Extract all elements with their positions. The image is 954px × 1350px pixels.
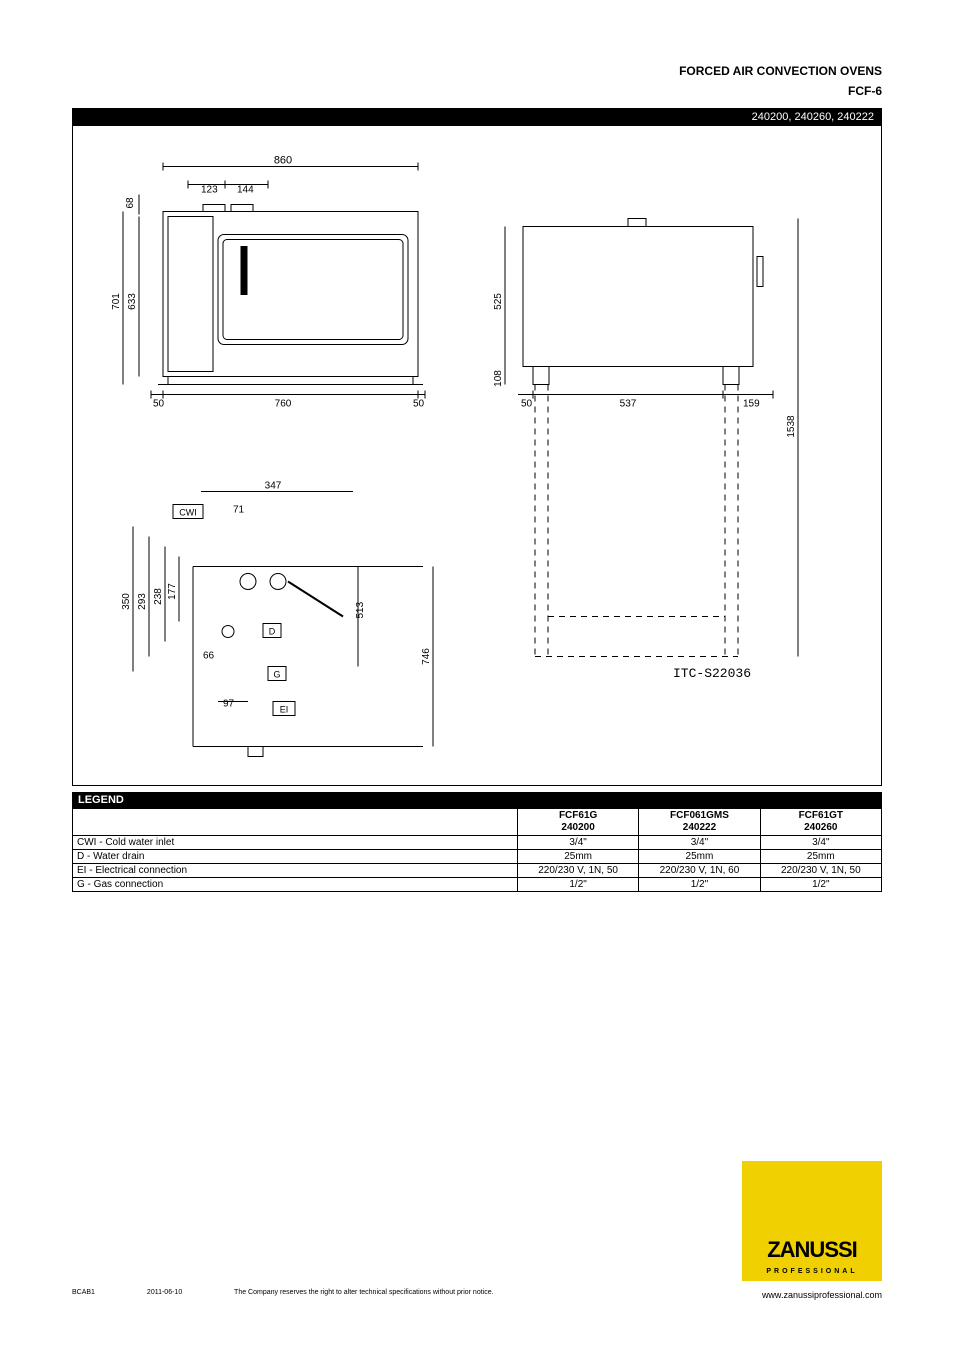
svg-text:350: 350	[121, 593, 132, 610]
svg-text:50: 50	[413, 399, 425, 410]
header: FORCED AIR CONVECTION OVENS FCF-6	[72, 64, 882, 98]
svg-text:537: 537	[620, 399, 637, 410]
svg-text:633: 633	[127, 293, 138, 310]
svg-text:293: 293	[137, 593, 148, 610]
footer-date: 2011-06-10	[147, 1289, 182, 1296]
svg-text:123: 123	[201, 185, 218, 196]
legend-col-1: FCF061GMS240222	[639, 809, 760, 836]
legend-table: FCF61G240200 FCF061GMS240222 FCF61GT2402…	[72, 808, 882, 892]
technical-drawing: 860 123 144 68 701 633	[73, 126, 881, 785]
brand-subline: PROFESSIONAL	[742, 1268, 882, 1275]
page-subtitle: FCF-6	[72, 84, 882, 98]
table-row: D - Water drain 25mm 25mm 25mm	[73, 850, 882, 864]
svg-text:50: 50	[153, 399, 165, 410]
svg-text:238: 238	[153, 588, 164, 605]
svg-text:177: 177	[167, 583, 178, 600]
product-codes: 240200, 240260, 240222	[752, 111, 874, 123]
front-view: 860 123 144 68 701 633	[111, 155, 425, 410]
legend-title: LEGEND	[72, 792, 882, 808]
logo-block: ZANUSSI PROFESSIONAL www.zanussiprofessi…	[742, 1161, 882, 1300]
svg-text:525: 525	[493, 293, 504, 310]
diagram-container: 860 123 144 68 701 633	[72, 126, 882, 786]
footer-code: BCAB1	[72, 1289, 95, 1296]
drawing-id: ITC-S22036	[673, 666, 751, 681]
page-title: FORCED AIR CONVECTION OVENS	[72, 64, 882, 78]
codes-bar: 240200, 240260, 240222	[72, 108, 882, 126]
svg-text:66: 66	[203, 651, 215, 662]
svg-text:71: 71	[233, 505, 245, 516]
svg-text:513: 513	[355, 601, 366, 618]
side-view: 525 108 50 537 159 1538	[493, 219, 798, 657]
svg-text:860: 860	[274, 155, 292, 167]
svg-text:108: 108	[493, 370, 504, 387]
footer-info: BCAB1 2011-06-10 The Company reserves th…	[72, 1289, 544, 1296]
svg-text:CWI: CWI	[179, 508, 197, 518]
legend-col-2: FCF61GT240260	[760, 809, 881, 836]
svg-text:159: 159	[743, 399, 760, 410]
footer-disclaimer: The Company reserves the right to alter …	[234, 1289, 494, 1296]
svg-text:97: 97	[223, 699, 235, 710]
brand-url: www.zanussiprofessional.com	[742, 1290, 882, 1300]
connection-view: 347 71 CWI 350 293 238 177	[121, 481, 433, 757]
table-row: EI - Electrical connection 220/230 V, 1N…	[73, 864, 882, 878]
legend-col-0: FCF61G240200	[517, 809, 638, 836]
svg-text:50: 50	[521, 399, 533, 410]
svg-text:347: 347	[265, 481, 282, 492]
svg-text:144: 144	[237, 185, 254, 196]
svg-text:1538: 1538	[786, 415, 797, 438]
table-row: G - Gas connection 1/2" 1/2" 1/2"	[73, 878, 882, 892]
svg-text:EI: EI	[280, 705, 289, 715]
brand-logo: ZANUSSI PROFESSIONAL	[742, 1161, 882, 1281]
svg-text:701: 701	[111, 293, 122, 310]
brand-name: ZANUSSI	[742, 1237, 882, 1263]
svg-text:G: G	[273, 670, 280, 680]
svg-text:746: 746	[421, 648, 432, 665]
svg-text:D: D	[269, 627, 276, 637]
svg-text:760: 760	[275, 399, 292, 410]
svg-text:68: 68	[125, 197, 136, 209]
legend-header-blank	[73, 809, 518, 836]
table-row: CWI - Cold water inlet 3/4" 3/4" 3/4"	[73, 836, 882, 850]
